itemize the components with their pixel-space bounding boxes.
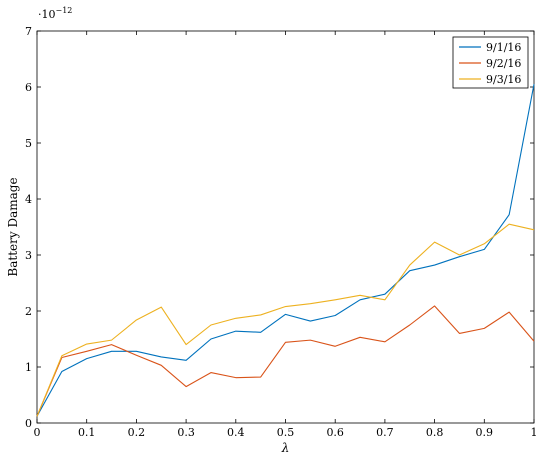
- x-tick-label: 0.7: [376, 426, 394, 439]
- y-axis-label: Battery Damage: [6, 177, 20, 276]
- y-tick-label: 3: [25, 249, 32, 262]
- x-tick-label: 0.1: [78, 426, 96, 439]
- y-tick-label: 6: [25, 81, 32, 94]
- x-tick-label: 0.2: [128, 426, 146, 439]
- x-tick-label: 0.3: [177, 426, 195, 439]
- x-tick-label: 1: [531, 426, 538, 439]
- legend-label-9-2-16: 9/2/16: [486, 57, 521, 70]
- y-tick-label: 7: [25, 25, 32, 38]
- legend-label-9-1-16: 9/1/16: [486, 41, 521, 54]
- y-multiplier-exponent: −12: [56, 6, 73, 15]
- y-multiplier-base: ·10: [38, 8, 56, 21]
- y-tick-label: 5: [25, 137, 32, 150]
- series-line-9-1-16: [36, 84, 535, 417]
- series-line-9-3-16: [36, 223, 535, 417]
- y-tick-label: 2: [25, 305, 32, 318]
- x-tick-label: 0.6: [326, 426, 344, 439]
- x-tick-label: 0.4: [227, 426, 245, 439]
- y-tick-label: 4: [25, 193, 32, 206]
- series-line-9-2-16: [36, 305, 535, 417]
- plot-frame: [36, 30, 535, 424]
- x-axis-label: λ: [281, 441, 290, 455]
- axis-ticks: 0 0.1 0.2 0.3 0.4 0.5 0.6 0.7 0.8 0.9 1 0 1 2 3 4 5 6 7: [25, 25, 538, 439]
- legend: 9/1/16 9/2/16 9/3/16: [452, 36, 529, 89]
- y-tick-label: 0: [25, 417, 32, 430]
- series-layer: [36, 84, 535, 417]
- y-tick-label: 1: [25, 361, 32, 374]
- x-tick-label: 0.5: [277, 426, 295, 439]
- legend-label-9-3-16: 9/3/16: [486, 73, 521, 86]
- x-tick-label: 0.9: [476, 426, 494, 439]
- x-tick-label: 0.8: [426, 426, 444, 439]
- y-axis-multiplier: ·10−12: [38, 6, 72, 21]
- x-tick-label: 0: [34, 426, 41, 439]
